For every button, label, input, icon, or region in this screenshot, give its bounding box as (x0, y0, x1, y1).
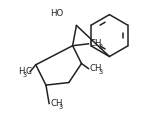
Text: 3: 3 (98, 44, 103, 50)
Text: 3: 3 (59, 104, 63, 110)
Text: 3: 3 (23, 72, 27, 78)
Text: CH: CH (50, 99, 63, 108)
Text: C: C (25, 67, 31, 76)
Text: CH: CH (90, 39, 102, 48)
Text: HO: HO (51, 9, 64, 18)
Text: CH: CH (90, 64, 102, 73)
Text: H: H (18, 67, 24, 76)
Text: 3: 3 (98, 69, 103, 75)
